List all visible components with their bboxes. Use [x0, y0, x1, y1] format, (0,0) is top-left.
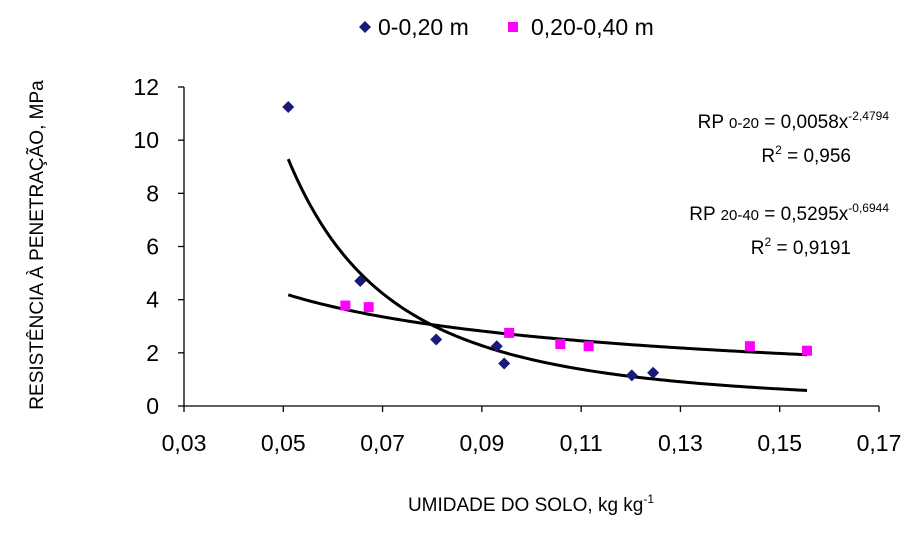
annotation-eq2: RP 20-40 = 0,5295x-0,6944 R2 = 0,9191: [689, 201, 889, 259]
equation-2: RP 20-40 = 0,5295x-0,6944: [689, 201, 889, 225]
trendline-1: [286, 158, 808, 392]
x-tick-label: 0,17: [857, 430, 902, 456]
point-series-2: [583, 341, 594, 352]
r2-2-sup: 2: [765, 235, 772, 249]
x-tick-label: 0,09: [459, 430, 504, 456]
point-series-2: [504, 327, 515, 338]
y-tick-label: 0: [146, 393, 159, 419]
r2-1: R2 = 0,956: [761, 143, 851, 167]
legend-label-series-1: 0-0,20 m: [378, 14, 469, 40]
point-series-1: [498, 357, 511, 370]
legend: 0-0,20 m 0,20-0,40 m: [359, 14, 654, 40]
trendline-2: [287, 293, 808, 357]
eq1-mid: = 0,0058x: [759, 112, 849, 133]
x-axis-title: UMIDADE DO SOLO, kg kg-1: [408, 492, 654, 516]
legend-label-series-2: 0,20-0,40 m: [531, 14, 654, 40]
point-series-1: [430, 333, 443, 346]
eq1-sup: -2,4794: [848, 109, 889, 123]
point-series-1: [647, 366, 660, 379]
x-tick-label: 0,13: [658, 430, 703, 456]
ticks: 0 2 4 6 8 10 12 0,03 0,05 0,07 0,09 0,11 0,13 0,15 0,1…: [133, 74, 901, 456]
trendlines: [286, 158, 808, 392]
r2-2-label: R: [751, 238, 765, 259]
x-axis-title-main: UMIDADE DO SOLO, kg kg: [408, 495, 643, 516]
point-series-1: [282, 100, 295, 113]
eq2-mid: = 0,5295x: [759, 204, 849, 225]
eq1-prefix: RP: [698, 112, 729, 133]
eq1-sub: 0-20: [729, 115, 759, 132]
annotation-eq1: RP 0-20 = 0,0058x-2,4794 R2 = 0,956: [698, 109, 890, 167]
data-points: [282, 100, 813, 382]
point-series-2: [555, 339, 566, 350]
y-tick-label: 2: [146, 340, 159, 366]
point-series-2: [744, 341, 755, 352]
point-series-2: [340, 300, 351, 311]
y-axis-title: RESISTÊNCIA À PENETRAÇÃO, MPa: [26, 80, 48, 410]
x-tick-label: 0,05: [261, 430, 306, 456]
y-tick-label: 10: [133, 127, 159, 153]
r2-1-label: R: [761, 146, 775, 167]
eq2-sup: -0,6944: [848, 201, 889, 215]
x-axis-title-sup: -1: [643, 492, 654, 506]
x-tick-label: 0,07: [360, 430, 405, 456]
r2-2: R2 = 0,9191: [751, 235, 851, 259]
point-series-1: [354, 275, 367, 288]
point-series-1: [490, 340, 503, 353]
y-tick-label: 6: [146, 234, 159, 260]
x-tick-label: 0,15: [757, 430, 802, 456]
eq2-prefix: RP: [689, 204, 720, 225]
y-tick-label: 12: [133, 74, 159, 100]
y-tick-label: 8: [146, 180, 159, 206]
x-tick-label: 0,03: [162, 430, 207, 456]
r2-1-value: = 0,956: [782, 146, 851, 167]
legend-marker-diamond-icon: [359, 21, 371, 33]
point-series-1: [625, 369, 638, 382]
point-series-2: [363, 302, 374, 313]
y-tick-label: 4: [146, 287, 159, 313]
equation-1: RP 0-20 = 0,0058x-2,4794: [698, 109, 890, 133]
legend-marker-square-icon: [508, 22, 518, 32]
r2-2-value: = 0,9191: [771, 238, 851, 259]
point-series-2: [802, 345, 813, 356]
r2-1-sup: 2: [775, 143, 782, 157]
x-tick-label: 0,11: [560, 430, 603, 456]
eq2-sub: 20-40: [721, 207, 759, 224]
